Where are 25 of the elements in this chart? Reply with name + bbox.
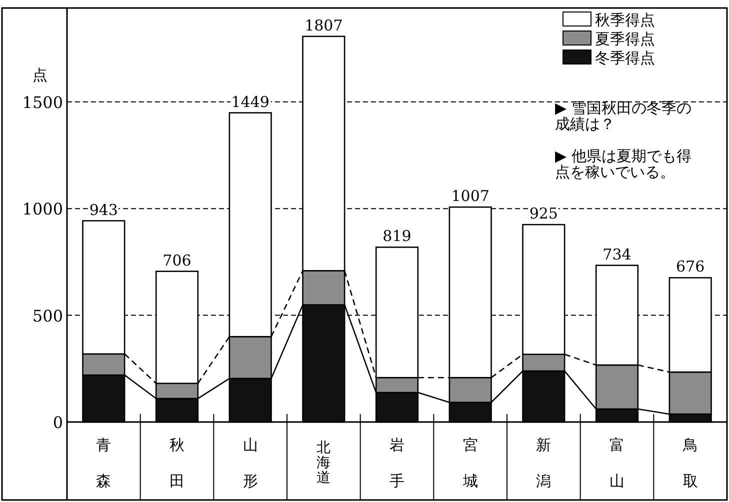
y-tick-label: 500 — [32, 306, 63, 326]
category: 岩手 — [390, 436, 404, 490]
total-label: 734 — [602, 245, 632, 264]
category: 北海道 — [316, 440, 331, 486]
category: 秋田 — [170, 436, 184, 490]
y-tick-label: 1000 — [22, 200, 63, 219]
category: 宮城 — [462, 436, 478, 490]
y-axis-title: 点 — [32, 66, 48, 84]
annotation: ▶ 他県は夏期でも得点を稼いでいる。 — [555, 147, 692, 181]
total-label: 676 — [676, 258, 705, 276]
category: 富山 — [610, 436, 624, 490]
legend-label: 夏季得点 — [595, 30, 655, 48]
total-label: 706 — [162, 251, 192, 270]
category: 新潟 — [536, 436, 552, 490]
legend-label: 秋季得点 — [595, 11, 655, 29]
total-label: 1807 — [304, 16, 343, 34]
category: 青森 — [96, 436, 112, 490]
total-label: 925 — [529, 204, 558, 223]
category: 鳥取 — [682, 436, 698, 490]
total-label: 1007 — [451, 187, 490, 206]
legend-label: 冬季得点 — [595, 49, 655, 67]
category: 山形 — [242, 436, 258, 490]
y-tick-label: 1500 — [22, 92, 63, 112]
total-label: 819 — [382, 227, 412, 246]
y-tick-label: 0 — [52, 413, 63, 432]
